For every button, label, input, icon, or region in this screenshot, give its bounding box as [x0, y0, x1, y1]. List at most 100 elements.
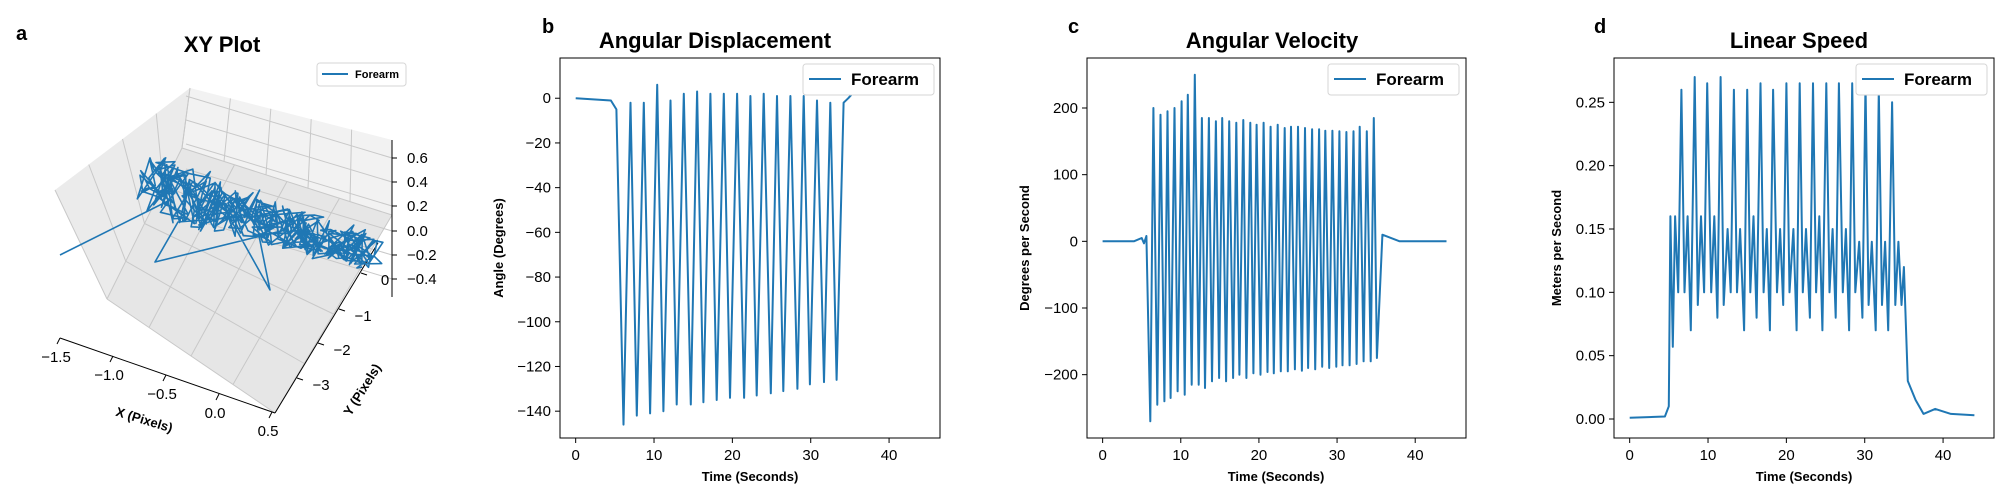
x-tick-label: 20 [724, 447, 741, 464]
x-tick-label: 30 [1329, 447, 1346, 464]
legend-c: Forearm [1327, 63, 1460, 96]
x-tick-mark [215, 393, 220, 401]
plot-frame-b [559, 57, 941, 439]
y-tick-mark [360, 272, 368, 276]
legend-label-c: Forearm [1376, 70, 1444, 89]
x-tick-label: 0.0 [205, 405, 226, 422]
x-ticks-c: 0 10 20 30 40 [1098, 438, 1424, 464]
legend-label-d: Forearm [1904, 70, 1972, 89]
panel-letter-d: d [1594, 16, 1606, 38]
series-line-forearm [575, 83, 857, 426]
legend-box-c [1327, 63, 1460, 96]
y-tick-label: 0.25 [1576, 94, 1605, 111]
z-tick-label: −0.2 [407, 247, 437, 264]
grid-line [185, 143, 393, 207]
x-tick-label: 10 [1172, 447, 1189, 464]
legend-b: Forearm [802, 63, 935, 96]
y-tick-mark [338, 308, 346, 312]
legend-a: Forearm [316, 62, 407, 87]
y-ticks-c: 200 100 0 −100 −200 [1044, 100, 1087, 384]
x-tick-label: 40 [1407, 447, 1424, 464]
grid-line [181, 87, 191, 149]
panel-a-xy-plot: a XY Plot −1.5 −1.0 −0.5 0.0 0.5 −3 −2−1 0 0.6… [16, 23, 437, 440]
chart-title-a: XY Plot [184, 32, 261, 57]
y-tick-label: 0.05 [1576, 348, 1605, 365]
x-tick-label: −0.5 [147, 386, 177, 403]
y-tick-label: 0.00 [1576, 411, 1605, 428]
panel-d-linear-speed: d Linear Speed 0 10 20 30 40 0.25 0.20 0.15 0.1… [1549, 16, 1995, 484]
x-tick-label: 10 [1700, 447, 1717, 464]
grid-line [88, 164, 127, 262]
z-tick-label: 0.0 [407, 223, 428, 240]
y-tick-label: 100 [1053, 167, 1078, 184]
chart-title-b: Angular Displacement [599, 28, 832, 53]
legend-d: Forearm [1855, 63, 1988, 96]
panel-letter-c: c [1068, 16, 1079, 38]
y-tick-label: −120 [517, 358, 551, 375]
chart-title-c: Angular Velocity [1186, 28, 1359, 53]
panel-letter-b: b [542, 16, 554, 38]
y-tick-label: 0 [543, 90, 551, 107]
y-tick-mark [296, 377, 304, 381]
plot-frame-c [1086, 57, 1467, 439]
x-tick-label: 40 [1935, 447, 1952, 464]
y-axis-line [274, 242, 379, 414]
z-tick-label: 0.6 [407, 150, 428, 167]
x-axis-line [59, 337, 276, 414]
x-tick-mark [268, 411, 273, 419]
x-axis-label-b: Time (Seconds) [702, 469, 799, 484]
grid-line [232, 198, 340, 385]
legend-label-b: Forearm [851, 70, 919, 89]
y-axis-label-a: Y (Pixels) [340, 361, 384, 418]
y-tick-label: −60 [526, 224, 551, 241]
y-tick-label: −40 [526, 180, 551, 197]
x-tick-label: 40 [881, 447, 898, 464]
y-ticks-a: −3 −2−1 0 [296, 272, 389, 394]
panel-c-angular-velocity: c Angular Velocity 0 10 20 30 40 200 100 0 −100… [1017, 16, 1467, 484]
x-tick-mark [56, 337, 61, 345]
z-tick-label: −0.4 [407, 271, 437, 288]
x-tick-label: 0 [1098, 447, 1106, 464]
x-tick-label: 20 [1778, 447, 1795, 464]
y-tick-mark [317, 342, 325, 346]
plot-frame-d [1613, 57, 1995, 439]
y-tick-label: −100 [517, 314, 551, 331]
y-axis-label-d: Meters per Second [1549, 190, 1564, 306]
x-axis-label-a: X (Pixels) [114, 404, 174, 435]
series-line-forearm [1629, 76, 1975, 419]
z-tick-label: 0.4 [407, 174, 428, 191]
panel-b-angular-displacement: b Angular Displacement 0 10 20 30 40 0 −20 −40… [491, 16, 941, 484]
chart-title-d: Linear Speed [1730, 28, 1868, 53]
x-axis-label-c: Time (Seconds) [1228, 469, 1325, 484]
legend-label-a: Forearm [355, 69, 399, 81]
legend-box-a [316, 62, 407, 87]
y-tick-label: 0.20 [1576, 158, 1605, 175]
x-ticks-d: 0 10 20 30 40 [1625, 438, 1951, 464]
y-axis-label-b: Angle (Degrees) [491, 198, 506, 298]
grid-line [265, 108, 272, 175]
x-ticks-a: −1.5 −1.0 −0.5 0.0 0.5 [41, 337, 279, 440]
y-ticks-d: 0.25 0.20 0.15 0.10 0.05 0.00 [1576, 94, 1614, 428]
y-tick-label: −200 [1044, 367, 1078, 384]
x-tick-label: −1.5 [41, 349, 71, 366]
pane-back-left [55, 88, 190, 299]
x-tick-mark [109, 355, 114, 363]
series-line-forearm [1102, 73, 1447, 423]
y-ticks-b: 0 −20 −40 −60 −80 −100 −120 −140 [517, 90, 560, 420]
y-tick-label: −3 [312, 377, 329, 394]
z-ticks-a: 0.6 0.4 0.2 0.0 −0.2 −0.4 [392, 150, 437, 288]
x-tick-mark [162, 374, 167, 382]
legend-box-b [802, 63, 935, 96]
x-tick-label: 0.5 [258, 423, 279, 440]
y-tick-label: −2 [333, 342, 350, 359]
grid-line [349, 129, 353, 202]
x-ticks-b: 0 10 20 30 40 [571, 438, 897, 464]
y-tick-label: 0.10 [1576, 284, 1605, 301]
grid-line [190, 181, 288, 357]
y-tick-label: 0 [381, 272, 389, 289]
x-tick-label: 0 [571, 447, 579, 464]
x-axis-label-d: Time (Seconds) [1756, 469, 1853, 484]
y-axis-label-c: Degrees per Second [1017, 185, 1032, 311]
y-tick-label: −1 [354, 308, 371, 325]
